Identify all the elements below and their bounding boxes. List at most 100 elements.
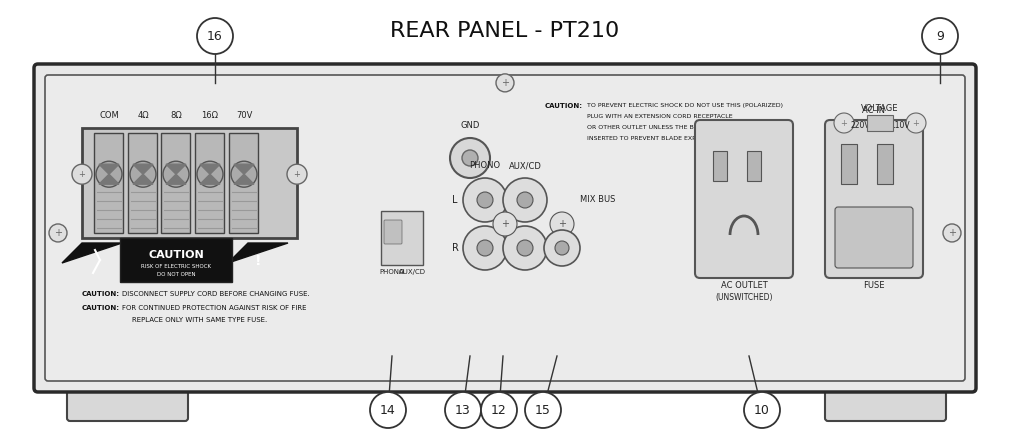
Circle shape (463, 178, 507, 222)
Text: 9: 9 (936, 30, 944, 43)
Polygon shape (62, 243, 122, 263)
Circle shape (197, 161, 223, 187)
Circle shape (477, 240, 493, 256)
Text: +: + (501, 219, 509, 229)
Circle shape (525, 392, 561, 428)
FancyBboxPatch shape (94, 133, 123, 233)
Polygon shape (99, 164, 119, 174)
Text: 13: 13 (456, 404, 471, 417)
FancyBboxPatch shape (747, 151, 761, 181)
FancyBboxPatch shape (713, 151, 727, 181)
Circle shape (370, 392, 406, 428)
Text: 70V: 70V (235, 111, 252, 120)
Text: +: + (54, 228, 62, 238)
Text: DO NOT OPEN: DO NOT OPEN (157, 272, 195, 277)
Text: FUSE: FUSE (864, 281, 885, 290)
Text: !: ! (255, 254, 262, 268)
FancyBboxPatch shape (45, 75, 965, 381)
Text: 16Ω: 16Ω (202, 111, 218, 120)
Polygon shape (166, 164, 186, 174)
FancyBboxPatch shape (695, 120, 793, 278)
Text: CAUTION:: CAUTION: (82, 291, 120, 297)
Polygon shape (200, 164, 220, 174)
Circle shape (503, 178, 547, 222)
FancyBboxPatch shape (877, 144, 893, 184)
Text: L: L (452, 195, 458, 205)
Text: 110V: 110V (890, 121, 910, 130)
Circle shape (493, 212, 517, 236)
Text: INSERTED TO PREVENT BLADE EXPOSURE.: INSERTED TO PREVENT BLADE EXPOSURE. (587, 136, 719, 141)
Circle shape (517, 240, 533, 256)
FancyBboxPatch shape (120, 238, 232, 282)
FancyBboxPatch shape (835, 207, 913, 268)
Text: CAUTION: CAUTION (148, 250, 204, 260)
Text: COM: COM (99, 111, 119, 120)
Circle shape (463, 226, 507, 270)
Text: 12: 12 (491, 404, 507, 417)
Circle shape (130, 161, 156, 187)
FancyBboxPatch shape (161, 133, 190, 233)
Text: PLUG WITH AN EXTENSION CORD RECEPTACLE: PLUG WITH AN EXTENSION CORD RECEPTACLE (587, 114, 732, 119)
FancyBboxPatch shape (867, 115, 893, 131)
Circle shape (496, 74, 514, 92)
Circle shape (550, 212, 574, 236)
Circle shape (477, 192, 493, 208)
Circle shape (197, 18, 233, 54)
FancyBboxPatch shape (825, 120, 923, 278)
Text: CAUTION:: CAUTION: (82, 305, 120, 311)
Circle shape (462, 150, 478, 166)
Text: AC OUTLET: AC OUTLET (720, 281, 768, 290)
FancyBboxPatch shape (825, 357, 946, 421)
Text: MIX BUS: MIX BUS (580, 195, 615, 204)
Text: PHONO: PHONO (470, 161, 501, 170)
Text: DISCONNECT SUPPLY CORD BEFORE CHANGING FUSE.: DISCONNECT SUPPLY CORD BEFORE CHANGING F… (122, 291, 310, 297)
Text: AUX/CD: AUX/CD (509, 161, 541, 170)
Text: 4Ω: 4Ω (137, 111, 148, 120)
FancyBboxPatch shape (841, 144, 857, 184)
Circle shape (96, 161, 122, 187)
Text: 16: 16 (207, 30, 223, 43)
Text: R: R (451, 243, 459, 253)
Polygon shape (133, 164, 153, 174)
Circle shape (834, 113, 854, 133)
Circle shape (544, 230, 580, 266)
Text: +: + (501, 78, 509, 88)
Text: GND: GND (461, 121, 480, 130)
Polygon shape (166, 174, 186, 184)
Circle shape (503, 226, 547, 270)
Circle shape (163, 161, 189, 187)
Text: +: + (840, 119, 847, 128)
Polygon shape (228, 243, 288, 263)
Text: 220V: 220V (850, 121, 870, 130)
Circle shape (943, 224, 961, 242)
Text: RISK OF ELECTRIC SHOCK: RISK OF ELECTRIC SHOCK (141, 263, 211, 268)
Text: AUX/CD: AUX/CD (399, 269, 425, 275)
Circle shape (450, 138, 490, 178)
Text: +: + (558, 219, 566, 229)
Circle shape (556, 241, 569, 255)
Polygon shape (133, 174, 153, 184)
Circle shape (922, 18, 958, 54)
Text: REPLACE ONLY WITH SAME TYPE FUSE.: REPLACE ONLY WITH SAME TYPE FUSE. (132, 317, 268, 323)
Text: AC IN: AC IN (863, 106, 886, 115)
Text: (UNSWITCHED): (UNSWITCHED) (715, 293, 773, 302)
Text: +: + (948, 228, 956, 238)
Text: TO PREVENT ELECTRIC SHOCK DO NOT USE THIS (POLARIZED): TO PREVENT ELECTRIC SHOCK DO NOT USE THI… (587, 103, 783, 108)
FancyBboxPatch shape (229, 133, 258, 233)
Polygon shape (234, 164, 254, 174)
Circle shape (481, 392, 517, 428)
Polygon shape (234, 174, 254, 184)
FancyBboxPatch shape (381, 211, 423, 265)
Text: 14: 14 (380, 404, 396, 417)
FancyBboxPatch shape (128, 133, 157, 233)
Text: REAR PANEL - PT210: REAR PANEL - PT210 (391, 22, 619, 41)
FancyBboxPatch shape (82, 128, 297, 238)
Polygon shape (99, 174, 119, 184)
Circle shape (72, 164, 92, 184)
Circle shape (744, 392, 780, 428)
Circle shape (49, 224, 67, 242)
Text: OR OTHER OUTLET UNLESS THE BLADES CAN BE FULLY: OR OTHER OUTLET UNLESS THE BLADES CAN BE… (587, 125, 760, 130)
Text: PHONO: PHONO (380, 269, 405, 275)
Text: +: + (913, 119, 919, 128)
Text: 15: 15 (535, 404, 550, 417)
